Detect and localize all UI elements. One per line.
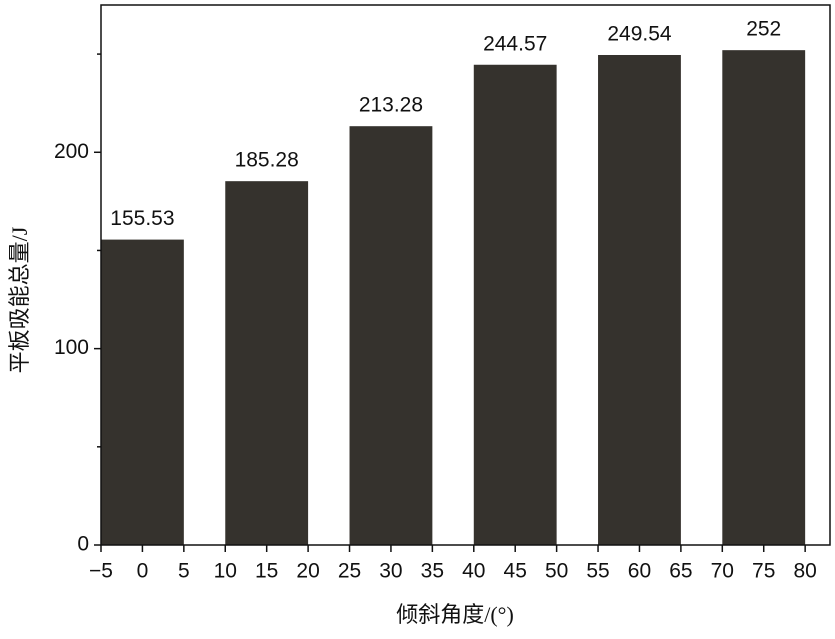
x-tick-label: 55 xyxy=(586,560,609,583)
x-tick-label: 15 xyxy=(255,560,278,583)
y-axis-title: 平板吸能总量/J xyxy=(7,226,32,373)
bar xyxy=(225,181,309,545)
data-label: 185.28 xyxy=(235,149,299,172)
x-tick-label: 35 xyxy=(421,560,444,583)
y-tick-label: 200 xyxy=(54,140,89,163)
bar xyxy=(473,64,557,546)
x-tick-label: 5 xyxy=(178,560,190,583)
data-label: 213.28 xyxy=(359,94,423,117)
bar xyxy=(722,50,806,545)
x-tick-label: 45 xyxy=(504,560,527,583)
x-tick-label: 25 xyxy=(338,560,361,583)
x-tick-label: 70 xyxy=(711,560,734,583)
bar xyxy=(598,54,681,546)
x-tick-label: 65 xyxy=(669,560,692,583)
x-tick-label: 40 xyxy=(462,560,485,583)
data-label: 244.57 xyxy=(483,32,547,55)
x-tick-label: −5 xyxy=(89,560,113,583)
plot-frame xyxy=(100,4,831,546)
x-tick-label: 50 xyxy=(545,560,568,583)
x-tick-label: 10 xyxy=(214,560,237,583)
x-tick-label: 80 xyxy=(793,560,816,583)
data-label: 155.53 xyxy=(110,207,174,230)
x-tick-label: 20 xyxy=(296,560,319,583)
bar xyxy=(349,126,433,546)
x-tick-label: 30 xyxy=(379,560,402,583)
data-label: 249.54 xyxy=(607,23,672,46)
data-label: 252 xyxy=(746,18,781,41)
y-tick-label: 0 xyxy=(77,533,89,556)
bar xyxy=(101,239,184,545)
x-tick-label: 0 xyxy=(137,560,149,583)
x-tick-label: 75 xyxy=(752,560,775,583)
y-tick-label: 100 xyxy=(54,336,89,359)
x-axis-title: 倾斜角度/(°) xyxy=(396,602,514,627)
x-tick-label: 60 xyxy=(628,560,651,583)
